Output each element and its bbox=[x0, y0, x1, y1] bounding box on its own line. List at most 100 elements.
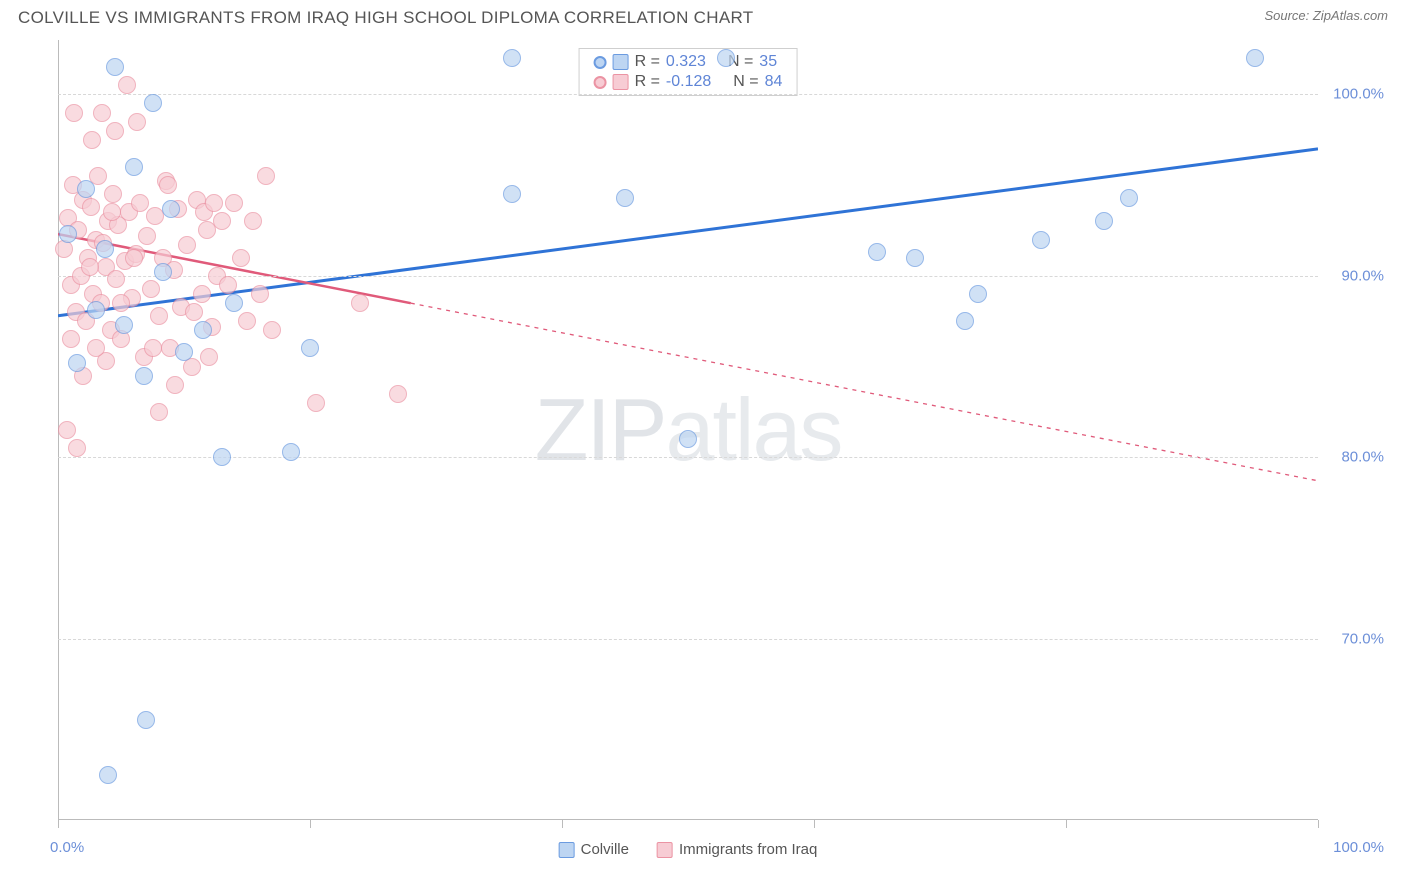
iraq-point bbox=[166, 376, 184, 394]
colville-point bbox=[137, 711, 155, 729]
colville-point bbox=[213, 448, 231, 466]
iraq-point bbox=[150, 403, 168, 421]
colville-point bbox=[503, 185, 521, 203]
iraq-point bbox=[128, 113, 146, 131]
iraq-point bbox=[106, 122, 124, 140]
colville-point bbox=[1120, 189, 1138, 207]
iraq-point bbox=[185, 303, 203, 321]
source-label: Source: ZipAtlas.com bbox=[1264, 8, 1388, 23]
iraq-point bbox=[82, 198, 100, 216]
x-tick bbox=[814, 820, 815, 828]
x-tick bbox=[1318, 820, 1319, 828]
x-tick bbox=[58, 820, 59, 828]
colville-point bbox=[225, 294, 243, 312]
watermark-zip: ZIP bbox=[535, 380, 666, 479]
iraq-point bbox=[146, 207, 164, 225]
x-tick-right: 100.0% bbox=[1333, 839, 1384, 856]
iraq-point bbox=[87, 339, 105, 357]
iraq-point bbox=[107, 270, 125, 288]
iraq-point bbox=[178, 236, 196, 254]
y-tick-label: 90.0% bbox=[1341, 267, 1384, 284]
x-tick bbox=[310, 820, 311, 828]
stats-row-iraq: R = -0.128 N = 84 bbox=[594, 73, 783, 91]
x-tick bbox=[1066, 820, 1067, 828]
iraq-swatch-icon bbox=[613, 74, 629, 90]
iraq-point bbox=[200, 348, 218, 366]
colville-ring-icon bbox=[594, 56, 607, 69]
iraq-point bbox=[142, 280, 160, 298]
colville-point bbox=[175, 343, 193, 361]
colville-r-value: 0.323 bbox=[666, 53, 706, 71]
iraq-point bbox=[81, 258, 99, 276]
colville-point bbox=[125, 158, 143, 176]
colville-point bbox=[717, 49, 735, 67]
iraq-point bbox=[263, 321, 281, 339]
colville-point bbox=[503, 49, 521, 67]
gridline bbox=[58, 457, 1318, 458]
gridline bbox=[58, 276, 1318, 277]
legend-colville-label: Colville bbox=[581, 841, 629, 858]
iraq-point bbox=[138, 227, 156, 245]
iraq-point bbox=[238, 312, 256, 330]
watermark-atlas: atlas bbox=[666, 380, 842, 479]
iraq-n-value: 84 bbox=[765, 73, 783, 91]
bottom-legend: Colville Immigrants from Iraq bbox=[559, 841, 818, 858]
colville-swatch-icon bbox=[613, 54, 629, 70]
colville-point bbox=[99, 766, 117, 784]
iraq-point bbox=[205, 194, 223, 212]
iraq-point bbox=[65, 104, 83, 122]
iraq-ring-icon bbox=[594, 76, 607, 89]
iraq-point bbox=[307, 394, 325, 412]
legend-iraq-label: Immigrants from Iraq bbox=[679, 841, 817, 858]
stats-row-colville: R = 0.323 N = 35 bbox=[594, 53, 783, 71]
colville-point bbox=[969, 285, 987, 303]
iraq-point bbox=[219, 276, 237, 294]
iraq-point bbox=[150, 307, 168, 325]
colville-point bbox=[906, 249, 924, 267]
iraq-legend-swatch-icon bbox=[657, 842, 673, 858]
colville-legend-swatch-icon bbox=[559, 842, 575, 858]
legend-colville: Colville bbox=[559, 841, 629, 858]
colville-point bbox=[1095, 212, 1113, 230]
colville-point bbox=[59, 225, 77, 243]
iraq-point bbox=[125, 249, 143, 267]
colville-point bbox=[1246, 49, 1264, 67]
x-axis-line bbox=[58, 819, 1318, 820]
iraq-point bbox=[251, 285, 269, 303]
chart-title: COLVILLE VS IMMIGRANTS FROM IRAQ HIGH SC… bbox=[18, 8, 753, 28]
iraq-point bbox=[62, 330, 80, 348]
x-tick-left: 0.0% bbox=[50, 839, 84, 856]
colville-point bbox=[956, 312, 974, 330]
colville-point bbox=[1032, 231, 1050, 249]
iraq-point bbox=[232, 249, 250, 267]
iraq-point bbox=[58, 421, 76, 439]
colville-point bbox=[106, 58, 124, 76]
colville-point bbox=[282, 443, 300, 461]
colville-point bbox=[194, 321, 212, 339]
x-tick bbox=[562, 820, 563, 828]
colville-point bbox=[96, 240, 114, 258]
colville-point bbox=[154, 263, 172, 281]
iraq-point bbox=[213, 212, 231, 230]
iraq-point bbox=[118, 76, 136, 94]
iraq-point bbox=[257, 167, 275, 185]
colville-point bbox=[301, 339, 319, 357]
iraq-point bbox=[244, 212, 262, 230]
colville-point bbox=[679, 430, 697, 448]
gridline bbox=[58, 639, 1318, 640]
iraq-point bbox=[144, 339, 162, 357]
iraq-r-value: -0.128 bbox=[666, 73, 711, 91]
iraq-point bbox=[159, 176, 177, 194]
stats-box: R = 0.323 N = 35 R = -0.128 N = 84 bbox=[579, 48, 798, 96]
iraq-point bbox=[68, 439, 86, 457]
chart-container: COLVILLE VS IMMIGRANTS FROM IRAQ HIGH SC… bbox=[0, 0, 1406, 892]
iraq-point bbox=[225, 194, 243, 212]
colville-point bbox=[77, 180, 95, 198]
y-tick-label: 70.0% bbox=[1341, 630, 1384, 647]
colville-point bbox=[135, 367, 153, 385]
colville-n-value: 35 bbox=[759, 53, 777, 71]
colville-point bbox=[115, 316, 133, 334]
y-tick-label: 100.0% bbox=[1333, 86, 1384, 103]
r-label: R = bbox=[635, 73, 660, 91]
iraq-point bbox=[103, 203, 121, 221]
